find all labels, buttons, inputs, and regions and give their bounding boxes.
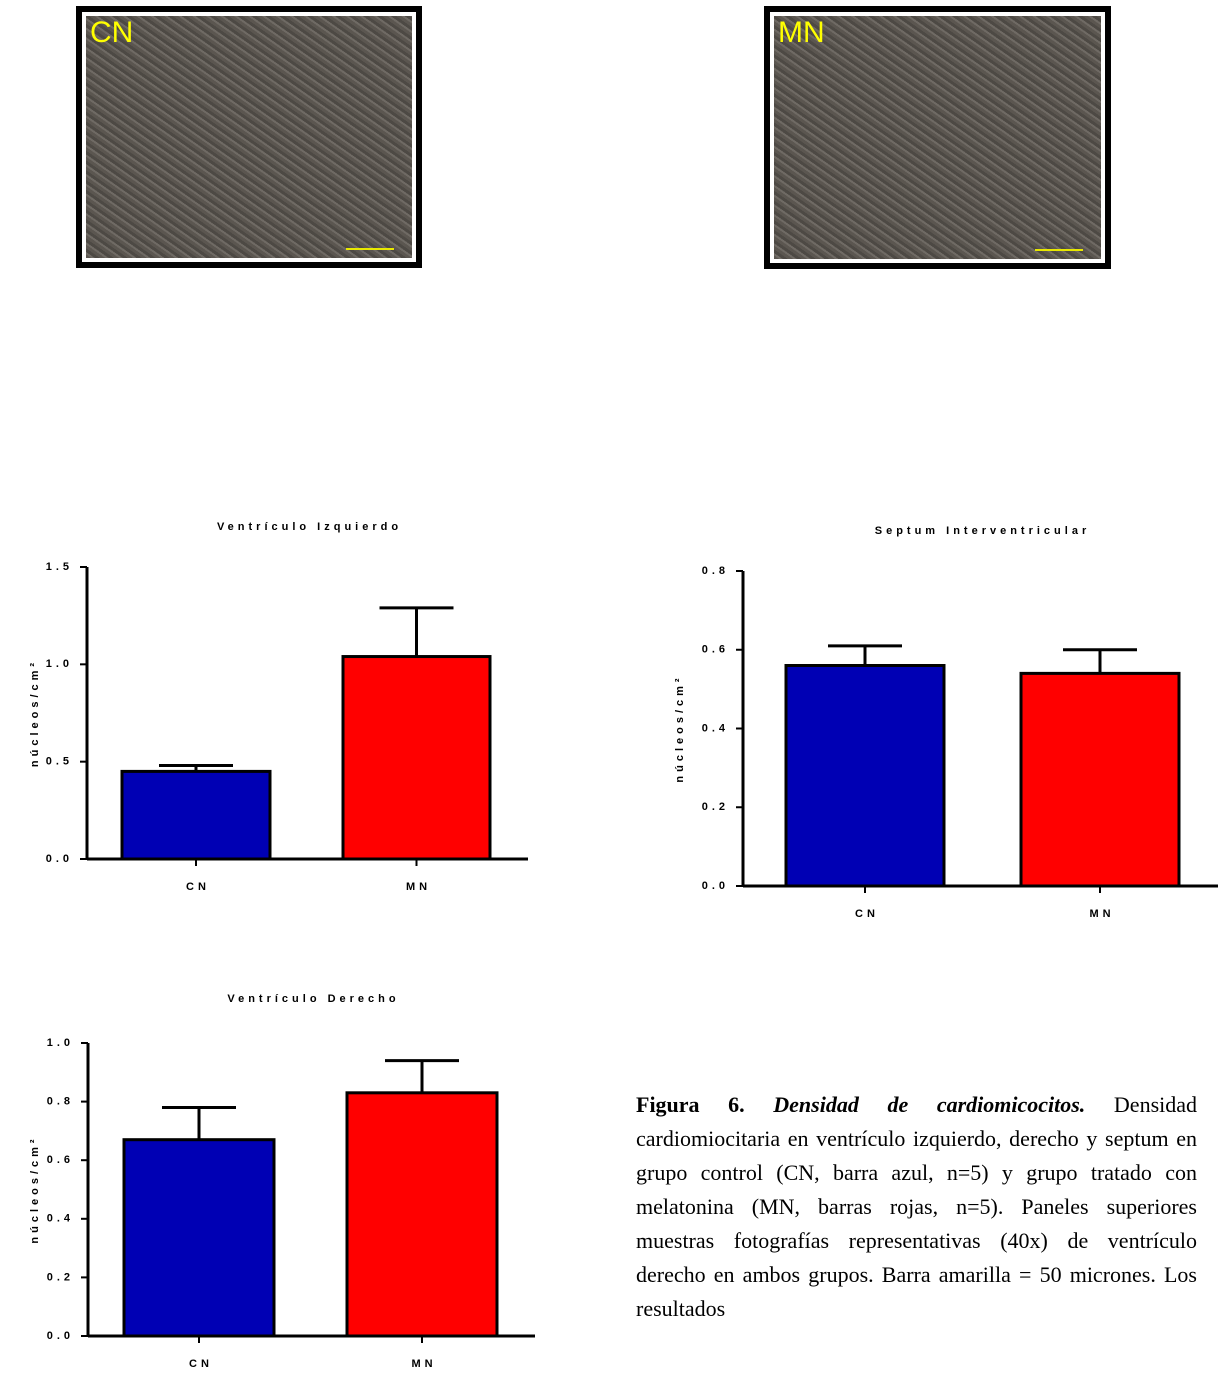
y-tick-label: 0.5: [46, 756, 73, 768]
x-tick-label: MN: [411, 1358, 436, 1370]
bar: [122, 771, 270, 859]
caption: Figura 6. Densidad de cardiomicocitos. D…: [636, 1088, 1197, 1374]
caption-body: Densidad cardiomiocitaria en ventrículo …: [636, 1092, 1197, 1321]
y-tick-label: 0.4: [702, 722, 729, 734]
chart-title: Septum Interventricular: [875, 525, 1090, 537]
x-tick-label: CN: [189, 1358, 213, 1370]
y-tick-label: 1.5: [46, 561, 73, 573]
x-tick-label: CN: [186, 881, 210, 893]
bar: [343, 657, 490, 859]
caption-label: Figura 6.: [636, 1092, 745, 1117]
y-tick-label: 0.0: [47, 1330, 74, 1342]
y-axis-label: núcleos/cm²: [29, 659, 41, 767]
y-tick-label: 0.2: [702, 801, 729, 813]
y-tick-label: 0.4: [47, 1213, 74, 1225]
y-axis-label: núcleos/cm²: [29, 1135, 41, 1243]
bar: [786, 666, 944, 887]
chart-title: Ventrículo Izquierdo: [217, 521, 402, 533]
caption-title: Densidad de cardiomicocitos.: [773, 1092, 1085, 1117]
x-tick-label: MN: [406, 881, 431, 893]
x-tick-label: CN: [855, 908, 879, 920]
chart-title: Ventrículo Derecho: [227, 993, 399, 1005]
y-tick-label: 0.0: [46, 853, 73, 865]
y-tick-label: 0.8: [702, 565, 729, 577]
y-tick-label: 0.2: [47, 1271, 74, 1283]
y-tick-label: 0.6: [702, 644, 729, 656]
y-tick-label: 1.0: [47, 1037, 74, 1049]
page: CN MN Ventrículo Izquierdo núcleos/cm² 0.0…: [0, 0, 1221, 1374]
y-tick-label: 1.0: [46, 658, 73, 670]
y-tick-label: 0.0: [702, 880, 729, 892]
y-tick-label: 0.6: [47, 1154, 74, 1166]
y-axis-label: núcleos/cm²: [674, 674, 686, 782]
bar: [124, 1140, 274, 1336]
y-tick-label: 0.8: [47, 1096, 74, 1108]
bar: [347, 1093, 497, 1336]
x-tick-label: MN: [1089, 908, 1114, 920]
bar: [1021, 673, 1179, 886]
